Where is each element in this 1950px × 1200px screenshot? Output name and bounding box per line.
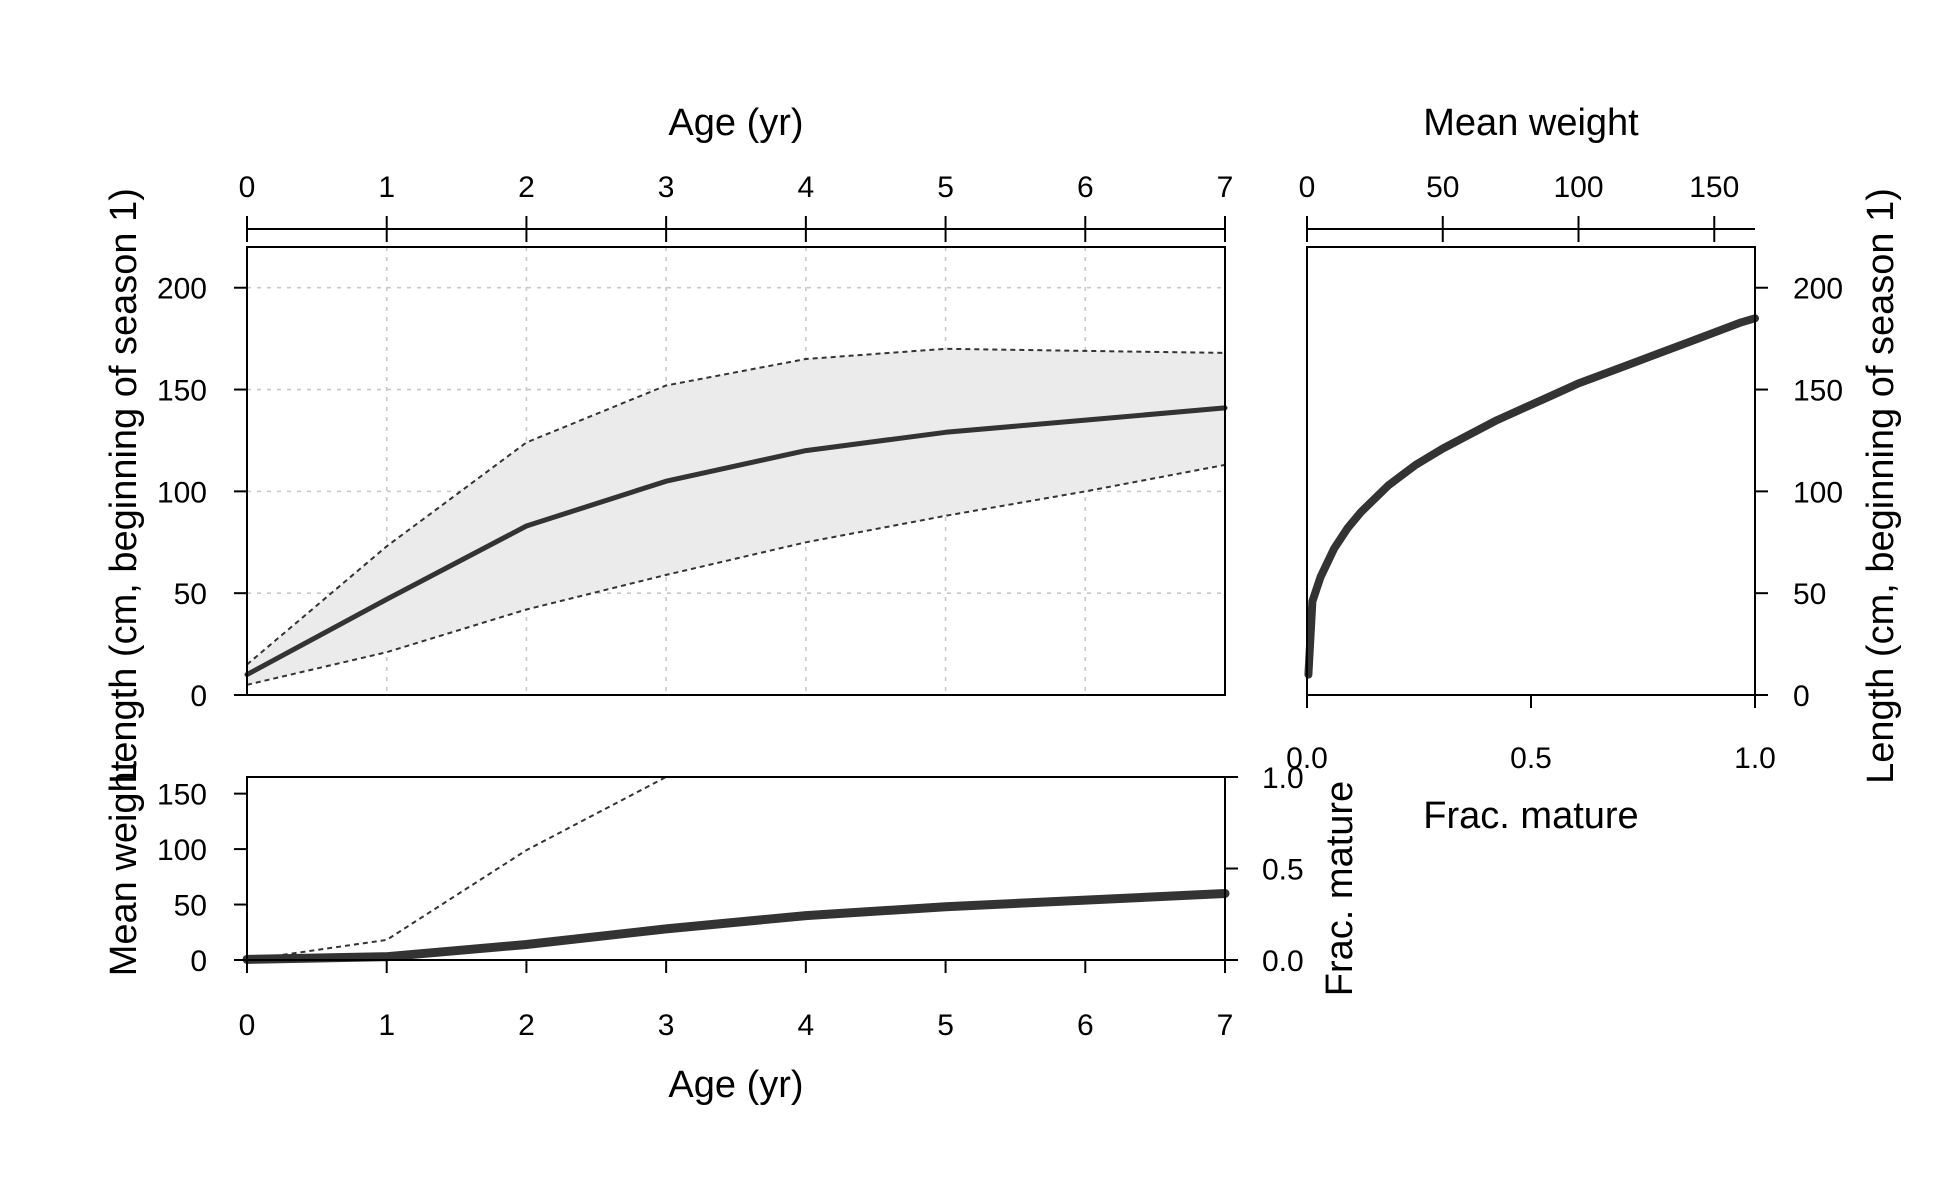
weight-x-tick-label: 4 — [798, 1009, 815, 1042]
length-y-tick-label: 150 — [157, 375, 207, 408]
mean-weight-x-axis-label: Mean weight — [1423, 102, 1639, 144]
length-ci-band — [247, 348, 1225, 685]
length-x-tick-label: 6 — [1077, 171, 1094, 204]
weight-x-tick-label: 6 — [1077, 1009, 1094, 1042]
weight-y-tick-label: 0 — [190, 945, 207, 978]
length-y-tick-label: 100 — [157, 476, 207, 509]
length-right-y-tick-label: 100 — [1793, 476, 1843, 509]
weight-y-tick-label: 50 — [174, 890, 207, 923]
frac-mature-y-axis: 0.0 0.5 1.0 — [1225, 762, 1304, 978]
length-x-tick-label: 5 — [937, 171, 954, 204]
weight-y-axis-label: Mean weight — [103, 760, 145, 976]
frac-mature-y-tick-label: 0.0 — [1262, 945, 1304, 978]
length-x-tick-label: 0 — [239, 171, 256, 204]
frac-mature-x-tick-label: 0.5 — [1510, 742, 1552, 775]
weight-x-tick-label: 7 — [1217, 1009, 1234, 1042]
mean-weight-line — [242, 889, 1230, 964]
length-y-axis-label: Length (cm, beginning of season 1) — [103, 188, 145, 784]
weight-x-axis-label: Age (yr) — [668, 1064, 803, 1106]
weight-y-axis: 0 50 100 150 — [157, 779, 247, 978]
frac-mature-axis-label: Frac. mature — [1319, 781, 1361, 996]
length-y-tick-label: 0 — [190, 680, 207, 713]
length-right-y-axis-label: Length (cm, beginning of season 1) — [1860, 188, 1902, 784]
length-upper-ci-line — [246, 347, 1226, 666]
frac-mature-y-tick-label: 1.0 — [1262, 762, 1304, 795]
weight-x-tick-label: 1 — [378, 1009, 395, 1042]
length-plot-frame — [246, 246, 1226, 696]
length-x-tick-label: 2 — [518, 171, 535, 204]
mean-weight-x-tick-label: 50 — [1426, 171, 1459, 204]
weight-y-tick-label: 150 — [157, 779, 207, 812]
frac-mature-x-axis-label: Frac. mature — [1423, 795, 1638, 837]
weight-plot-frame — [246, 776, 1226, 961]
length-x-tick-label: 4 — [798, 171, 815, 204]
weight-at-age-panel: 0 1 2 3 4 5 6 7 0 50 100 150 0.0 0.5 1.0 Age (yr) Me… — [103, 760, 1361, 1106]
length-y-tick-label: 50 — [174, 578, 207, 611]
weight-x-tick-label: 3 — [658, 1009, 675, 1042]
length-right-y-tick-label: 200 — [1793, 273, 1843, 306]
length-weight-panel: 0.0 0.5 1.0 0 50 100 150 0 50 100 150 200 Frac. m… — [1286, 102, 1902, 837]
length-lower-ci-line — [246, 463, 1226, 686]
length-mean-line — [244, 405, 1228, 678]
weight-x-axis: 0 1 2 3 4 5 6 7 — [239, 960, 1234, 1042]
mean-weight-x-tick-label: 0 — [1299, 171, 1316, 204]
length-at-age-panel: 0 1 2 3 4 5 6 7 0 50 100 150 200 Age (yr) Length (c… — [103, 102, 1233, 784]
length-top-x-axis: 0 1 2 3 4 5 6 7 — [239, 171, 1234, 242]
length-x-axis-label: Age (yr) — [668, 102, 803, 144]
weight-y-tick-label: 100 — [157, 834, 207, 867]
length-weight-line — [1304, 314, 1759, 679]
frac-mature-x-tick-label: 1.0 — [1734, 742, 1776, 775]
mean-weight-top-x-axis: 0 50 100 150 — [1299, 171, 1755, 242]
length-x-tick-label: 3 — [658, 171, 675, 204]
frac-mature-line — [247, 777, 736, 960]
length-weight-plot-frame — [1306, 246, 1756, 696]
length-y-axis: 0 50 100 150 200 — [157, 273, 247, 713]
length-right-y-tick-label: 150 — [1793, 375, 1843, 408]
length-x-tick-label: 7 — [1217, 171, 1234, 204]
length-right-y-tick-label: 0 — [1793, 680, 1810, 713]
mean-weight-x-tick-label: 150 — [1689, 171, 1739, 204]
length-x-tick-label: 1 — [378, 171, 395, 204]
length-right-y-axis: 0 50 100 150 200 — [1755, 273, 1843, 713]
length-right-y-tick-label: 50 — [1793, 578, 1826, 611]
frac-mature-x-axis: 0.0 0.5 1.0 — [1286, 695, 1776, 775]
frac-mature-x-tick-label: 0.0 — [1286, 742, 1328, 775]
frac-mature-y-tick-label: 0.5 — [1262, 854, 1304, 887]
length-y-tick-label: 200 — [157, 273, 207, 306]
weight-x-tick-label: 0 — [239, 1009, 256, 1042]
weight-x-tick-label: 2 — [518, 1009, 535, 1042]
mean-weight-x-tick-label: 100 — [1553, 171, 1603, 204]
weight-x-tick-label: 5 — [937, 1009, 954, 1042]
